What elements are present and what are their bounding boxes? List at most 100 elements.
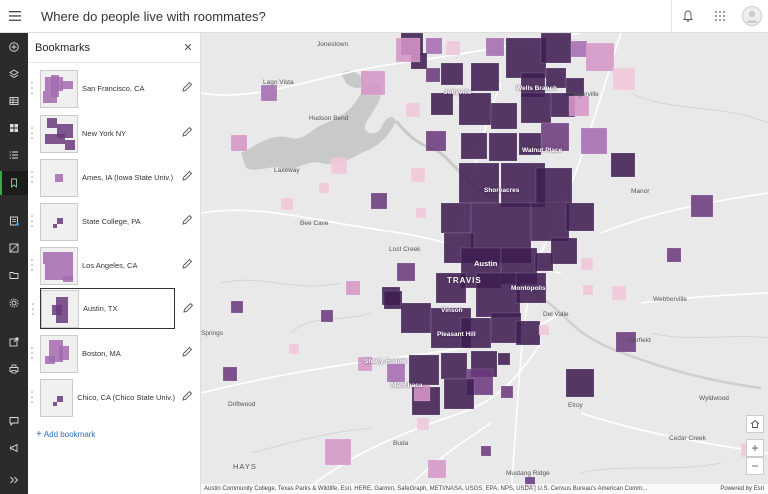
density-square[interactable] — [415, 207, 427, 219]
drag-handle-icon[interactable] — [30, 126, 34, 140]
bookmark-item[interactable]: Ames, IA (Iowa State Univ.) — [31, 157, 193, 198]
edit-pencil-icon[interactable] — [181, 346, 193, 358]
rail-announce-button[interactable] — [0, 436, 28, 460]
rail-table-button[interactable] — [0, 89, 28, 113]
bookmark-item[interactable]: San Francisco, CA — [31, 68, 193, 109]
drag-handle-icon[interactable] — [30, 81, 34, 95]
density-square[interactable] — [520, 92, 552, 124]
density-square[interactable] — [357, 356, 373, 372]
app-launcher-button[interactable] — [704, 0, 736, 33]
drag-handle-icon[interactable] — [31, 302, 35, 316]
density-square[interactable] — [440, 62, 464, 86]
edit-pencil-icon[interactable] — [181, 214, 193, 226]
zoom-out-button[interactable]: − — [746, 457, 764, 475]
rail-basemap-button[interactable] — [0, 116, 28, 140]
drag-handle-icon[interactable] — [30, 346, 34, 360]
rail-layers-button[interactable] — [0, 62, 28, 86]
density-square[interactable] — [383, 290, 403, 310]
density-square[interactable] — [568, 95, 590, 117]
bookmark-item[interactable]: Chico, CA (Chico State Univ.) — [31, 377, 193, 418]
density-square[interactable] — [612, 67, 636, 91]
density-square[interactable] — [582, 284, 594, 296]
drag-handle-icon[interactable] — [30, 390, 34, 404]
density-square[interactable] — [611, 285, 627, 301]
density-square[interactable] — [505, 37, 547, 79]
rail-styles-button[interactable] — [0, 236, 28, 260]
density-square[interactable] — [230, 134, 248, 152]
density-square[interactable] — [690, 194, 714, 218]
density-square[interactable] — [458, 162, 500, 204]
density-square[interactable] — [222, 366, 238, 382]
density-square[interactable] — [425, 37, 443, 55]
edit-pencil-icon[interactable] — [181, 170, 193, 182]
density-square[interactable] — [280, 197, 294, 211]
density-square[interactable] — [288, 343, 300, 355]
close-panel-button[interactable]: ✕ — [183, 42, 193, 54]
density-square[interactable] — [405, 102, 421, 118]
drag-handle-icon[interactable] — [30, 170, 34, 184]
density-square[interactable] — [538, 324, 550, 336]
density-square[interactable] — [485, 37, 505, 57]
density-square[interactable] — [395, 37, 421, 63]
map-view[interactable]: Jonestown Lago Vista Hudson Bend Laxeway… — [201, 33, 768, 494]
edit-pencil-icon[interactable] — [181, 126, 193, 138]
density-square[interactable] — [585, 42, 615, 72]
menu-button[interactable] — [0, 0, 29, 33]
density-square[interactable] — [413, 384, 431, 402]
density-square[interactable] — [360, 70, 386, 96]
density-square[interactable] — [480, 445, 492, 457]
density-square[interactable] — [440, 352, 468, 380]
density-square[interactable] — [534, 252, 554, 272]
density-square[interactable] — [400, 302, 432, 334]
density-square[interactable] — [500, 385, 514, 399]
density-square[interactable] — [408, 354, 440, 386]
density-square[interactable] — [565, 202, 595, 232]
density-square[interactable] — [435, 272, 467, 304]
density-square[interactable] — [666, 247, 682, 263]
density-square[interactable] — [318, 182, 330, 194]
density-square[interactable] — [488, 132, 518, 162]
edit-pencil-icon[interactable] — [181, 81, 193, 93]
edit-pencil-icon[interactable] — [181, 258, 193, 270]
edit-pencil-icon[interactable] — [182, 302, 194, 314]
bookmark-item[interactable]: Los Angeles, CA — [31, 245, 193, 286]
density-square[interactable] — [515, 320, 541, 346]
density-square[interactable] — [615, 331, 637, 353]
density-square[interactable] — [475, 272, 521, 318]
bookmark-item[interactable]: Austin, TX — [32, 288, 194, 329]
density-square[interactable] — [550, 237, 578, 265]
rail-add-button[interactable] — [0, 35, 28, 59]
density-square[interactable] — [580, 127, 608, 155]
density-square[interactable] — [458, 92, 492, 126]
rail-settings-button[interactable] — [0, 291, 28, 315]
density-square[interactable] — [530, 202, 570, 242]
density-square[interactable] — [580, 257, 594, 271]
density-square[interactable] — [565, 368, 595, 398]
density-square[interactable] — [497, 352, 511, 366]
rail-expand-button[interactable] — [0, 468, 28, 492]
rail-legend-button[interactable] — [0, 143, 28, 167]
density-square[interactable] — [460, 317, 492, 349]
add-bookmark-button[interactable]: + Add bookmark — [36, 429, 95, 440]
density-square[interactable] — [427, 459, 447, 479]
density-square[interactable] — [518, 132, 542, 156]
density-square[interactable] — [540, 122, 570, 152]
density-square[interactable] — [230, 300, 244, 314]
density-square[interactable] — [445, 40, 461, 56]
zoom-in-button[interactable]: + — [746, 439, 764, 457]
density-square[interactable] — [440, 202, 472, 234]
rail-filter-button[interactable] — [0, 263, 28, 287]
user-avatar-button[interactable] — [736, 0, 768, 33]
rail-print-button[interactable] — [0, 357, 28, 381]
density-square[interactable] — [570, 40, 588, 58]
density-square[interactable] — [540, 33, 572, 64]
edit-pencil-icon[interactable] — [181, 390, 193, 402]
bookmark-item[interactable]: State College, PA — [31, 201, 193, 242]
density-square[interactable] — [330, 157, 348, 175]
bookmark-item[interactable]: New York NY — [31, 113, 193, 154]
density-square[interactable] — [260, 84, 278, 102]
drag-handle-icon[interactable] — [30, 214, 34, 228]
density-square[interactable] — [345, 280, 361, 296]
density-square[interactable] — [425, 67, 441, 83]
density-square[interactable] — [324, 438, 352, 466]
